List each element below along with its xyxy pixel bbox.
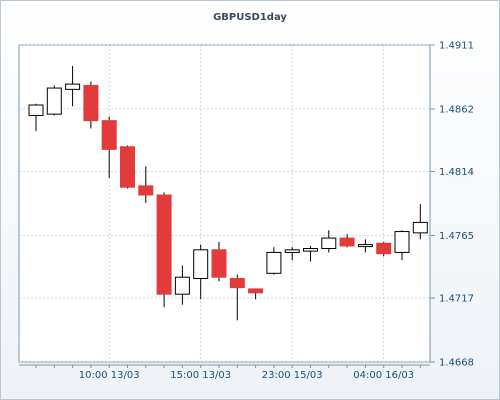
candle-body xyxy=(339,237,355,247)
candle-body xyxy=(83,84,99,122)
candle xyxy=(412,204,428,240)
candle xyxy=(303,245,318,262)
candle-body xyxy=(412,221,428,234)
y-tick-label: 1.4668 xyxy=(439,358,474,369)
candle xyxy=(266,247,282,275)
candle xyxy=(394,230,410,261)
y-tick-label: 1.4765 xyxy=(439,231,474,242)
candle-body xyxy=(266,251,282,274)
candle-body xyxy=(46,87,62,115)
candle-body xyxy=(28,104,44,116)
x-tick-label: 04:00 16/03 xyxy=(353,370,414,381)
candle xyxy=(284,247,300,261)
x-axis: 10:00 13/03 15:00 13/03 23:00 15/03 04:00 1… xyxy=(19,364,430,381)
candle xyxy=(248,288,264,300)
candle-body xyxy=(394,231,410,253)
candle xyxy=(357,239,373,253)
candles xyxy=(28,65,428,321)
candle-body xyxy=(303,248,318,252)
candle xyxy=(229,274,245,321)
candle xyxy=(28,103,44,132)
candle xyxy=(120,145,135,189)
candle xyxy=(321,230,337,253)
x-tick-label: 23:00 15/03 xyxy=(262,370,323,381)
candle-body xyxy=(284,249,300,253)
candle xyxy=(138,166,154,203)
candle-body xyxy=(65,83,81,90)
candle-body xyxy=(193,249,209,280)
y-tick-label: 1.4862 xyxy=(439,104,474,115)
candle-body xyxy=(138,185,154,196)
candle-body xyxy=(156,194,172,295)
candle-body xyxy=(321,237,337,250)
y-tick-label: 1.4717 xyxy=(439,294,474,305)
candle xyxy=(174,265,190,305)
candle xyxy=(101,116,117,179)
candle-body xyxy=(357,244,373,248)
candle xyxy=(376,241,392,257)
chart-title: GBPUSD1day xyxy=(213,12,287,23)
y-axis: 1.4911 1.4862 1.4814 1.4765 1.4717 1.4668 xyxy=(430,41,474,369)
y-tick-label: 1.4911 xyxy=(439,41,474,52)
candle-body xyxy=(248,288,264,294)
candle xyxy=(65,65,81,107)
candle-body xyxy=(120,146,135,188)
candle-body xyxy=(229,278,245,289)
x-tick-label: 10:00 13/03 xyxy=(79,370,140,381)
candle xyxy=(156,192,172,308)
x-tick-label: 15:00 13/03 xyxy=(170,370,231,381)
candle xyxy=(193,244,209,300)
candle xyxy=(211,241,227,282)
candle xyxy=(339,234,355,248)
plot-area xyxy=(18,44,431,363)
candle-body xyxy=(211,249,227,278)
y-tick-label: 1.4814 xyxy=(439,167,474,178)
candle xyxy=(46,85,62,116)
candle-body xyxy=(376,242,392,255)
candle-body xyxy=(174,276,190,295)
candle-body xyxy=(101,120,117,150)
candle xyxy=(83,81,99,129)
